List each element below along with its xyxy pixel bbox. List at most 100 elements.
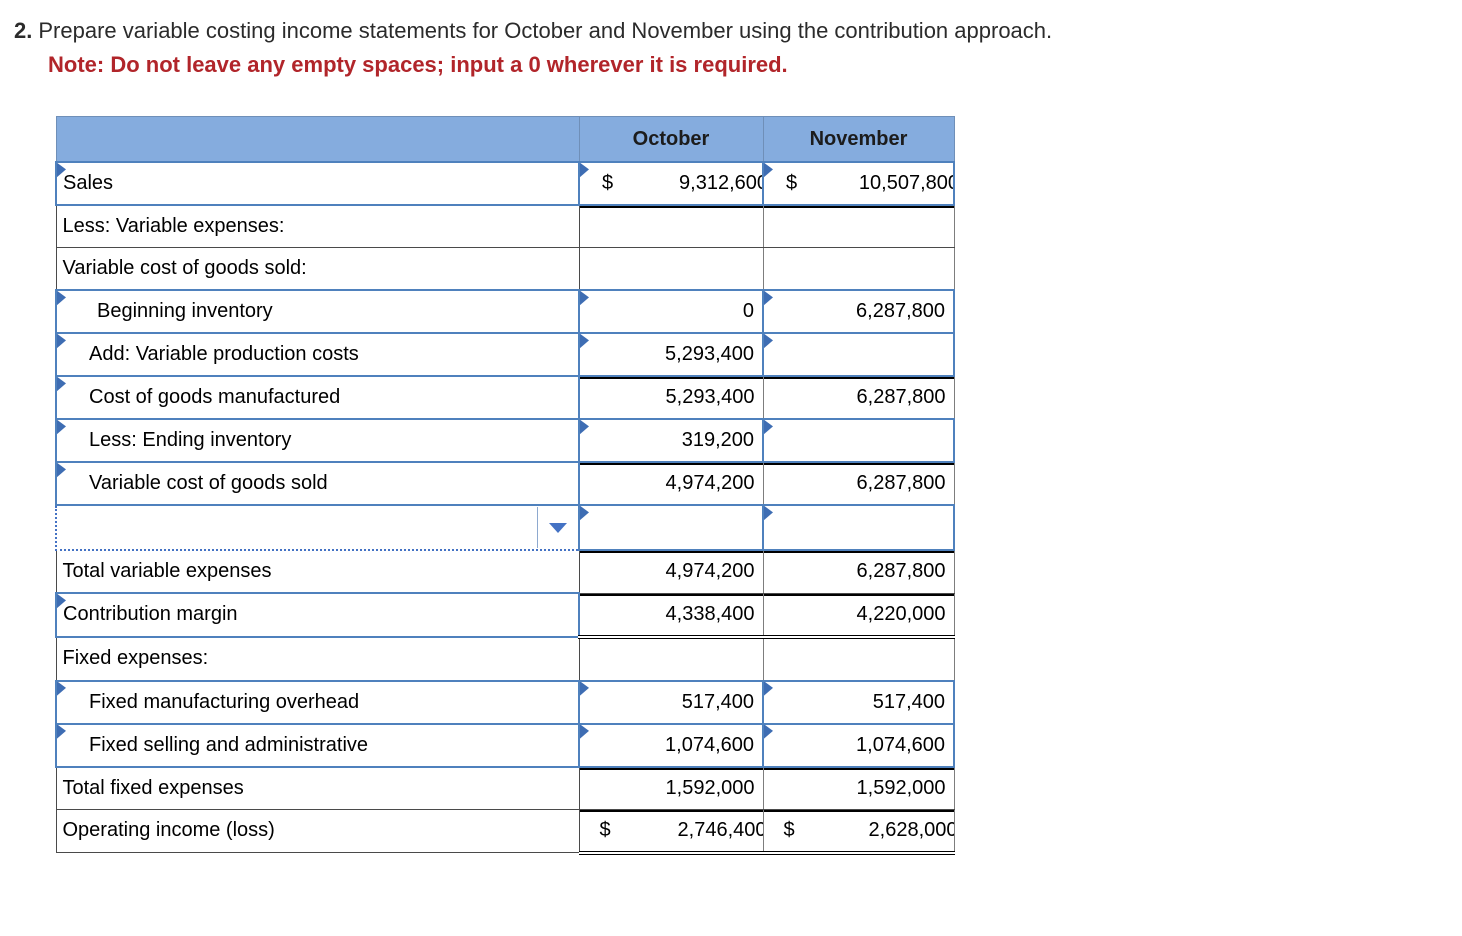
row-sales: Sales $9,312,600 $10,507,800	[55, 161, 955, 206]
total-variable-expenses-november-value: 6,287,800	[762, 549, 955, 594]
answer-marker-icon	[581, 335, 589, 349]
contribution-margin-november-value: 4,220,000	[762, 592, 955, 639]
fixed-selling-admin-label-input[interactable]: Fixed selling and administrative	[55, 722, 580, 768]
row-fixed-manufacturing-overhead: Fixed manufacturing overhead 517,400 517…	[55, 679, 955, 725]
question-number: 2.	[14, 18, 33, 43]
vcogs-november-value: 6,287,800	[762, 461, 955, 506]
table-header-row: October November	[55, 116, 955, 163]
answer-marker-icon	[765, 292, 773, 306]
total-variable-expenses-label: Total variable expenses	[55, 549, 580, 594]
row-dropdown	[55, 504, 955, 551]
cogm-label-input[interactable]: Cost of goods manufactured	[55, 375, 580, 420]
variable-production-costs-november-input[interactable]	[762, 332, 955, 377]
question-text: 2. Prepare variable costing income statem…	[14, 16, 1462, 46]
total-fixed-expenses-november-value: 1,592,000	[762, 766, 955, 810]
answer-marker-icon	[58, 421, 66, 435]
fixed-expenses-heading-label: Fixed expenses:	[55, 636, 580, 681]
question-instruction: Prepare variable costing income statemen…	[38, 18, 1053, 43]
operating-income-november-value: $2,628,000	[762, 808, 955, 855]
row-less-variable-expenses: Less: Variable expenses:	[55, 204, 955, 248]
row-variable-production-costs: Add: Variable production costs 5,293,400	[55, 332, 955, 377]
empty-cell	[762, 636, 955, 681]
sales-label-input[interactable]: Sales	[55, 161, 580, 206]
currency-symbol: $	[599, 818, 611, 841]
fixed-mfg-overhead-november-input[interactable]: 517,400	[762, 679, 955, 725]
cogm-october-value: 5,293,400	[578, 375, 764, 420]
currency-symbol: $	[602, 172, 614, 194]
vcogs-heading-label: Variable cost of goods sold:	[55, 247, 580, 291]
total-variable-expenses-october-value: 4,974,200	[578, 549, 764, 594]
less-variable-expenses-label: Less: Variable expenses:	[55, 204, 580, 248]
answer-marker-icon	[58, 164, 66, 178]
vcogs-october-value: 4,974,200	[578, 461, 764, 506]
cogm-november-value: 6,287,800	[762, 375, 955, 420]
dropdown-october-input[interactable]	[578, 504, 764, 551]
contribution-margin-label-input[interactable]: Contribution margin	[55, 592, 580, 638]
answer-marker-icon	[581, 292, 589, 306]
dropdown-arrow-zone[interactable]	[537, 507, 577, 548]
header-november: November	[762, 116, 955, 163]
sales-november-input[interactable]: $10,507,800	[762, 161, 955, 206]
answer-marker-icon	[581, 725, 589, 740]
chevron-down-icon	[549, 522, 567, 533]
ending-inventory-october-input[interactable]: 319,200	[578, 418, 764, 463]
question-note: Note: Do not leave any empty spaces; inp…	[48, 52, 788, 77]
row-vcogs-heading: Variable cost of goods sold:	[55, 247, 955, 291]
beginning-inventory-label-input[interactable]: Beginning inventory	[55, 289, 580, 334]
answer-marker-icon	[581, 421, 589, 435]
currency-symbol: $	[783, 818, 795, 841]
answer-marker-icon	[58, 292, 66, 306]
empty-cell	[578, 204, 764, 248]
ending-inventory-november-input[interactable]	[762, 418, 955, 463]
total-fixed-expenses-october-value: 1,592,000	[578, 766, 764, 810]
beginning-inventory-october-input[interactable]: 0	[578, 289, 764, 334]
variable-production-costs-october-input[interactable]: 5,293,400	[578, 332, 764, 377]
answer-marker-icon	[581, 164, 589, 178]
row-ending-inventory: Less: Ending inventory 319,200	[55, 418, 955, 463]
empty-cell	[762, 204, 955, 248]
row-total-fixed-expenses: Total fixed expenses 1,592,000 1,592,000	[55, 766, 955, 810]
row-cost-of-goods-manufactured: Cost of goods manufactured 5,293,400 6,2…	[55, 375, 955, 420]
row-fixed-selling-admin: Fixed selling and administrative 1,074,6…	[55, 722, 955, 768]
answer-marker-icon	[58, 335, 66, 349]
answer-marker-icon	[765, 725, 773, 740]
vcogs-label-input[interactable]: Variable cost of goods sold	[55, 461, 580, 506]
row-operating-income: Operating income (loss) $2,746,400 $2,62…	[55, 808, 955, 855]
operating-income-october-value: $2,746,400	[578, 808, 764, 855]
answer-marker-icon	[581, 507, 589, 521]
answer-marker-icon	[58, 594, 66, 609]
income-statement-table: October November Sales $9,312,600 $10,50…	[55, 116, 955, 855]
answer-marker-icon	[765, 421, 773, 435]
answer-marker-icon	[765, 507, 773, 521]
empty-cell	[578, 247, 764, 291]
answer-marker-icon	[58, 725, 66, 740]
row-variable-cost-of-goods-sold: Variable cost of goods sold 4,974,200 6,…	[55, 461, 955, 506]
dropdown-november-input[interactable]	[762, 504, 955, 551]
row-fixed-expenses-heading: Fixed expenses:	[55, 636, 955, 681]
fixed-mfg-overhead-label-input[interactable]: Fixed manufacturing overhead	[55, 679, 580, 725]
answer-marker-icon	[58, 378, 66, 392]
answer-marker-icon	[765, 682, 773, 697]
row-total-variable-expenses: Total variable expenses 4,974,200 6,287,…	[55, 549, 955, 594]
line-item-dropdown-select[interactable]	[55, 504, 580, 551]
answer-marker-icon	[58, 682, 66, 697]
empty-cell	[578, 636, 764, 681]
answer-marker-icon	[765, 164, 773, 178]
answer-marker-icon	[765, 335, 773, 349]
header-spacer-cell	[55, 116, 580, 163]
fixed-selling-admin-november-input[interactable]: 1,074,600	[762, 722, 955, 768]
row-beginning-inventory: Beginning inventory 0 6,287,800	[55, 289, 955, 334]
ending-inventory-label-input[interactable]: Less: Ending inventory	[55, 418, 580, 463]
operating-income-label: Operating income (loss)	[55, 808, 580, 853]
total-fixed-expenses-label: Total fixed expenses	[55, 766, 580, 810]
currency-symbol: $	[786, 172, 798, 194]
header-october: October	[578, 116, 764, 163]
fixed-mfg-overhead-october-input[interactable]: 517,400	[578, 679, 764, 725]
beginning-inventory-november-input[interactable]: 6,287,800	[762, 289, 955, 334]
contribution-margin-october-value: 4,338,400	[578, 592, 764, 639]
empty-cell	[762, 247, 955, 291]
sales-october-input[interactable]: $9,312,600	[578, 161, 764, 206]
variable-production-costs-label-input[interactable]: Add: Variable production costs	[55, 332, 580, 377]
answer-marker-icon	[581, 682, 589, 697]
fixed-selling-admin-october-input[interactable]: 1,074,600	[578, 722, 764, 768]
